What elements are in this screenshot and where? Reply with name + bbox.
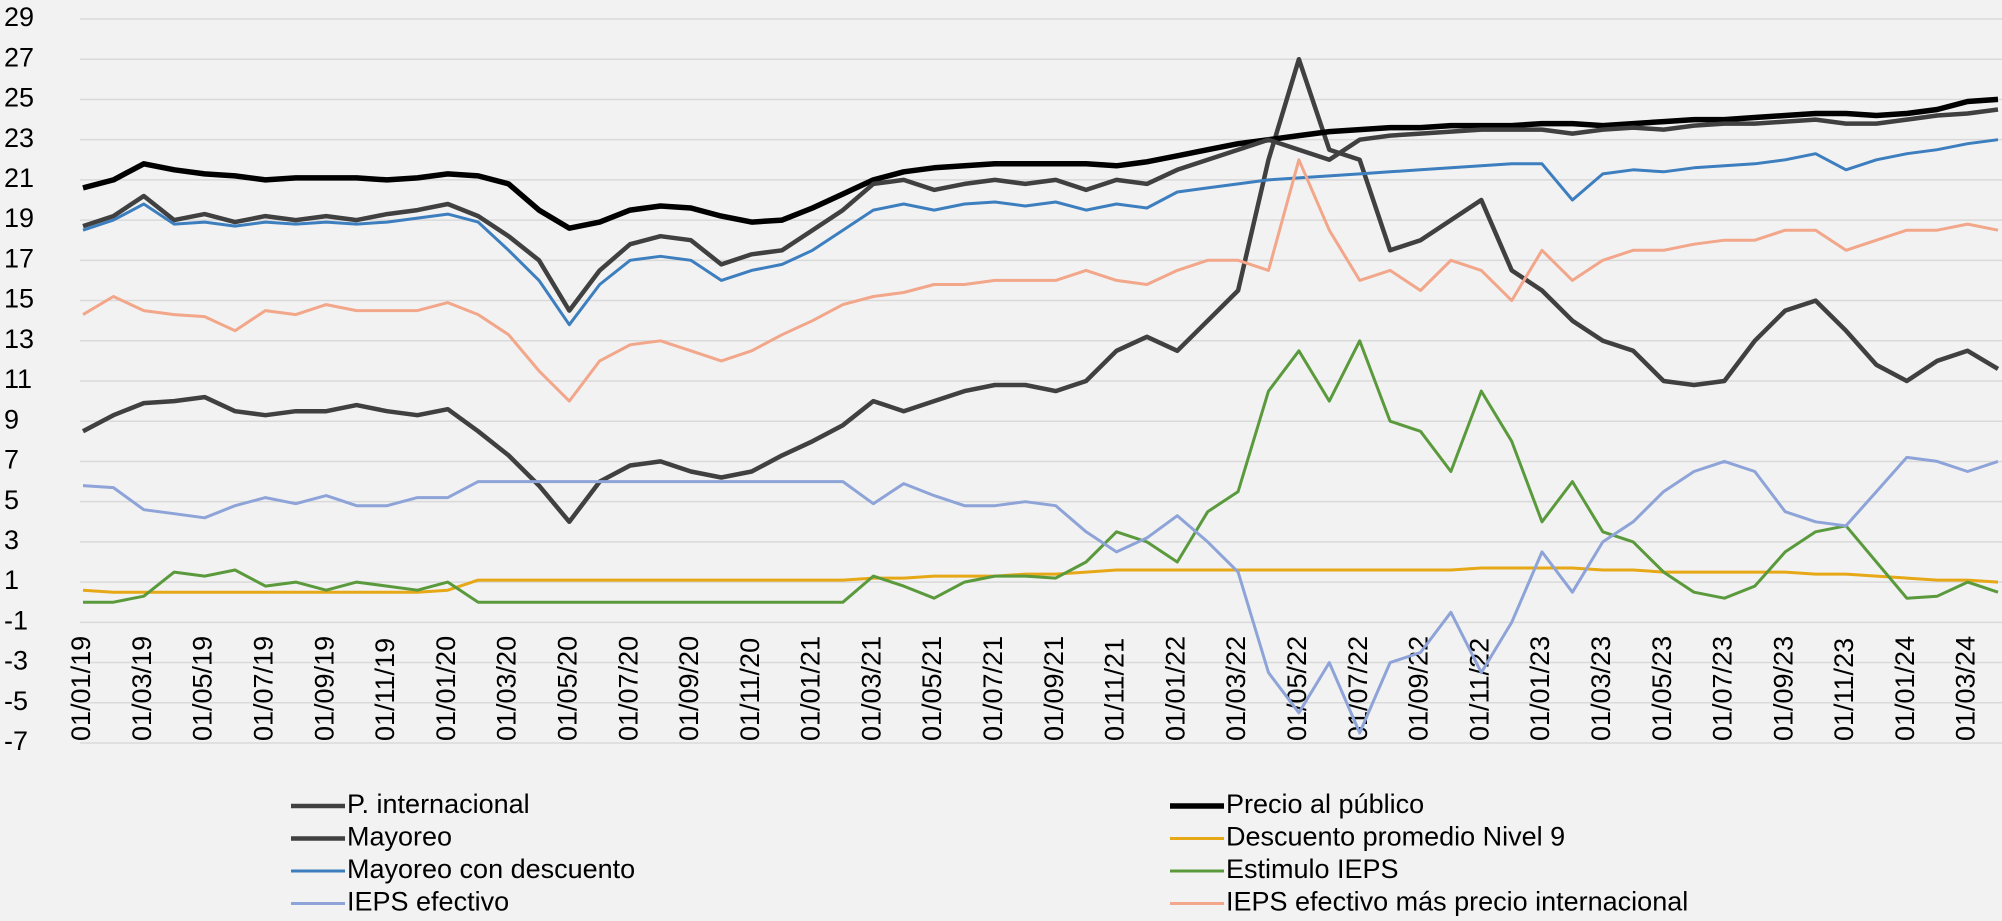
series-line (82, 158, 1999, 403)
x-tick-label: 01/05/20 (552, 636, 582, 741)
x-tick-label: 01/09/20 (674, 636, 704, 741)
x-tick-label: 01/07/21 (978, 636, 1008, 741)
y-tick-label: 11 (4, 364, 32, 394)
x-tick-label: 01/11/20 (735, 638, 765, 741)
y-tick-label: -7 (4, 726, 28, 756)
x-tick-label: 01/01/23 (1525, 636, 1555, 741)
legend-label: IEPS efectivo más precio internacional (1226, 887, 1688, 917)
y-tick-label: 9 (4, 404, 19, 434)
series-line (82, 455, 1999, 735)
x-tick-label: 01/07/22 (1343, 636, 1373, 741)
series-line (82, 96, 1999, 231)
series-line (82, 138, 1999, 327)
y-tick-label: 27 (4, 42, 34, 72)
x-tick-label: 01/09/19 (309, 636, 339, 741)
y-tick-label: 29 (4, 2, 34, 32)
y-tick-label: 25 (4, 83, 34, 113)
y-tick-label: 19 (4, 203, 34, 233)
x-tick-label: 01/03/22 (1221, 636, 1251, 741)
y-tick-label: 1 (4, 565, 19, 595)
x-tick-label: 01/03/19 (127, 636, 157, 741)
x-tick-label: 01/11/21 (1100, 638, 1130, 741)
x-tick-label: 01/09/21 (1039, 636, 1069, 741)
x-tick-label: 01/05/19 (188, 636, 218, 741)
x-tick-label: 01/01/24 (1890, 636, 1920, 741)
x-tick-label: 01/01/21 (796, 636, 826, 741)
y-tick-label: -5 (4, 686, 28, 716)
legend-label: IEPS efectivo (347, 887, 509, 917)
x-tick-label: 01/03/23 (1586, 636, 1616, 741)
y-tick-label: 13 (4, 324, 34, 354)
x-tick-label: 01/03/24 (1951, 636, 1981, 741)
x-tick-label: 01/05/23 (1647, 636, 1677, 741)
legend-label: Estimulo IEPS (1226, 854, 1399, 884)
legend-label: Descuento promedio Nivel 9 (1226, 822, 1565, 852)
x-tick-label: 01/11/19 (370, 638, 400, 741)
y-tick-label: 21 (4, 163, 34, 193)
y-tick-label: 15 (4, 284, 34, 314)
x-tick-label: 01/07/19 (249, 636, 279, 741)
series-line (81, 56, 2000, 525)
y-tick-label: 5 (4, 485, 19, 515)
y-tick-label: 7 (4, 445, 19, 475)
legend-label: Mayoreo con descuento (347, 854, 635, 884)
legend-label: Precio al público (1226, 789, 1424, 819)
x-tick-label: 01/03/20 (492, 636, 522, 741)
series-line (82, 566, 1999, 594)
y-tick-label: 23 (4, 123, 34, 153)
y-tick-label: 3 (4, 525, 19, 555)
x-tick-label: 01/07/23 (1708, 636, 1738, 741)
x-tick-label: 01/01/19 (66, 636, 96, 741)
series-line (83, 339, 1999, 604)
x-tick-label: 01/09/23 (1768, 636, 1798, 741)
legend-label: Mayoreo (347, 822, 452, 852)
x-tick-label: 01/03/21 (856, 636, 886, 741)
x-tick-label: 01/01/20 (431, 636, 461, 741)
x-tick-label: 01/11/22 (1464, 638, 1494, 741)
x-tick-label: 01/07/20 (613, 636, 643, 741)
x-tick-label: 01/01/22 (1160, 636, 1190, 741)
y-tick-label: -1 (4, 605, 28, 635)
y-tick-label: -3 (4, 646, 28, 676)
series-line (82, 107, 1999, 313)
legend-label: P. internacional (347, 789, 530, 819)
x-tick-label: 01/11/23 (1829, 638, 1859, 741)
x-tick-label: 01/05/21 (917, 636, 947, 741)
x-tick-label: 01/05/22 (1282, 636, 1312, 741)
y-tick-label: 17 (4, 243, 34, 273)
